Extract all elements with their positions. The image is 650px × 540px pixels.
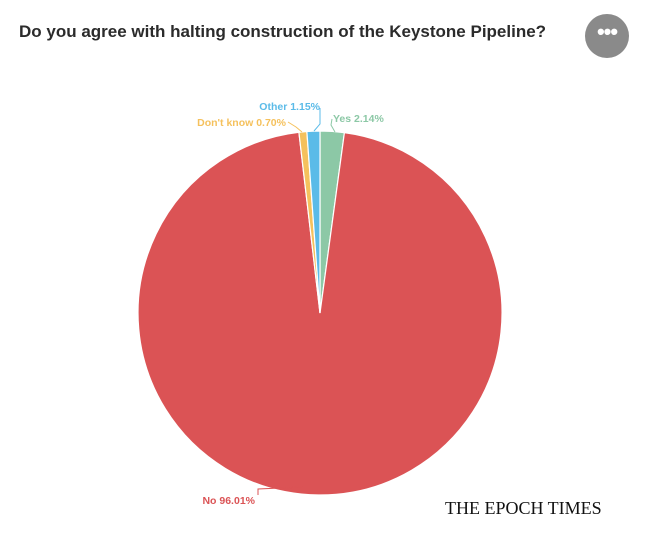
epoch-times-logo: THE EPOCH TIMES — [445, 498, 602, 518]
more-horizontal-icon: ••• — [596, 19, 618, 44]
label-connector — [330, 118, 336, 133]
more-options-button[interactable]: ••• — [585, 14, 629, 58]
slice-label-other: Other 1.15% — [259, 101, 320, 113]
label-connector — [313, 108, 321, 132]
label-connector — [287, 121, 303, 133]
pie-slice-no[interactable] — [137, 131, 503, 496]
slice-label-don-t-know: Don't know 0.70% — [197, 117, 287, 129]
pie-slice-other[interactable] — [306, 130, 321, 314]
slice-label-no: No 96.01% — [202, 495, 255, 507]
slice-label-yes: Yes 2.14% — [333, 113, 384, 125]
label-connector — [257, 486, 304, 495]
chart-title: Do you agree with halting construction o… — [19, 22, 547, 41]
